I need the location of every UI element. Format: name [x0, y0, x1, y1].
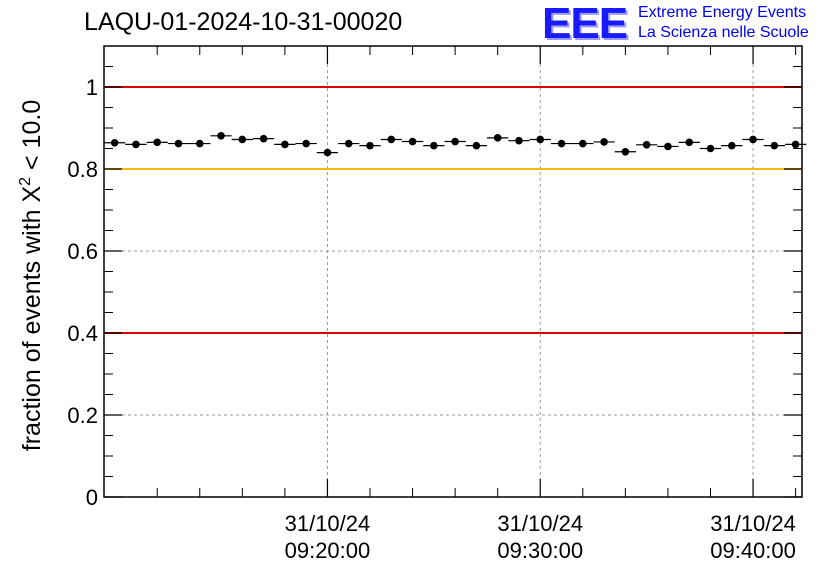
data-points: [104, 131, 807, 157]
data-point: [217, 131, 225, 140]
x-tick-label-time: 09:40:00: [710, 538, 796, 563]
data-point: [515, 136, 523, 145]
y-tick-label: 0: [86, 485, 98, 510]
y-tick-label: 1: [86, 75, 98, 100]
data-point: [664, 142, 672, 151]
data-point: [366, 141, 374, 150]
grid-layer: [104, 46, 802, 497]
data-point: [451, 137, 459, 146]
data-point: [685, 138, 694, 147]
eee-logo: EEE Extreme Energy Events La Scienza nel…: [542, 2, 832, 46]
data-point: [302, 139, 310, 148]
data-point: [749, 135, 757, 144]
data-point: [110, 138, 119, 147]
data-point: [727, 141, 736, 150]
y-tick-label: 0.4: [67, 321, 98, 346]
y-axis-label-main: fraction of events with X: [18, 186, 46, 452]
x-tick-label-time: 09:30:00: [497, 538, 583, 563]
x-tick-label-date: 31/10/24: [285, 511, 371, 536]
data-point: [770, 141, 779, 150]
logo-mark: EEE: [542, 0, 628, 48]
y-tick-label: 0.8: [67, 157, 98, 182]
data-point: [430, 141, 438, 150]
data-point: [195, 139, 204, 148]
data-point: [153, 138, 162, 147]
data-point: [493, 134, 502, 142]
logo-line-1: Extreme Energy Events: [638, 4, 807, 21]
data-point: [323, 148, 332, 157]
data-point: [621, 147, 630, 156]
data-point: [344, 139, 353, 148]
data-point: [557, 139, 566, 148]
data-point: [706, 144, 715, 153]
x-tick-label-date: 31/10/24: [497, 511, 583, 536]
data-point: [791, 140, 800, 149]
y-axis-label: fraction of events with X2 < 10.0: [17, 100, 46, 451]
y-tick-label: 0.2: [67, 403, 98, 428]
chart-title: LAQU-01-2024-10-31-00020: [84, 8, 403, 36]
data-point: [579, 139, 587, 148]
reference-lines: [104, 86, 802, 334]
x-tick-label-time: 09:20:00: [285, 538, 371, 563]
y-axis-label-tail: < 10.0: [18, 100, 46, 177]
data-point: [600, 138, 608, 146]
data-point: [132, 140, 140, 149]
data-point: [472, 141, 481, 150]
data-point: [238, 135, 247, 144]
tick-labels: 00.20.40.60.8131/10/2409:20:0031/10/2409…: [67, 75, 795, 563]
data-point: [408, 137, 417, 146]
logo-line-2: La Scienza nelle Scuole: [638, 24, 809, 41]
data-point: [281, 140, 289, 149]
data-point: [642, 141, 651, 149]
data-point: [259, 134, 268, 143]
data-point: [536, 135, 545, 144]
y-tick-label: 0.6: [67, 239, 98, 264]
plot-frame: [103, 45, 803, 498]
y-axis-label-superscript: 2: [17, 177, 34, 186]
tick-layer: [104, 45, 802, 498]
x-tick-label-date: 31/10/24: [710, 511, 796, 536]
data-point: [174, 139, 183, 148]
data-point: [387, 135, 396, 144]
